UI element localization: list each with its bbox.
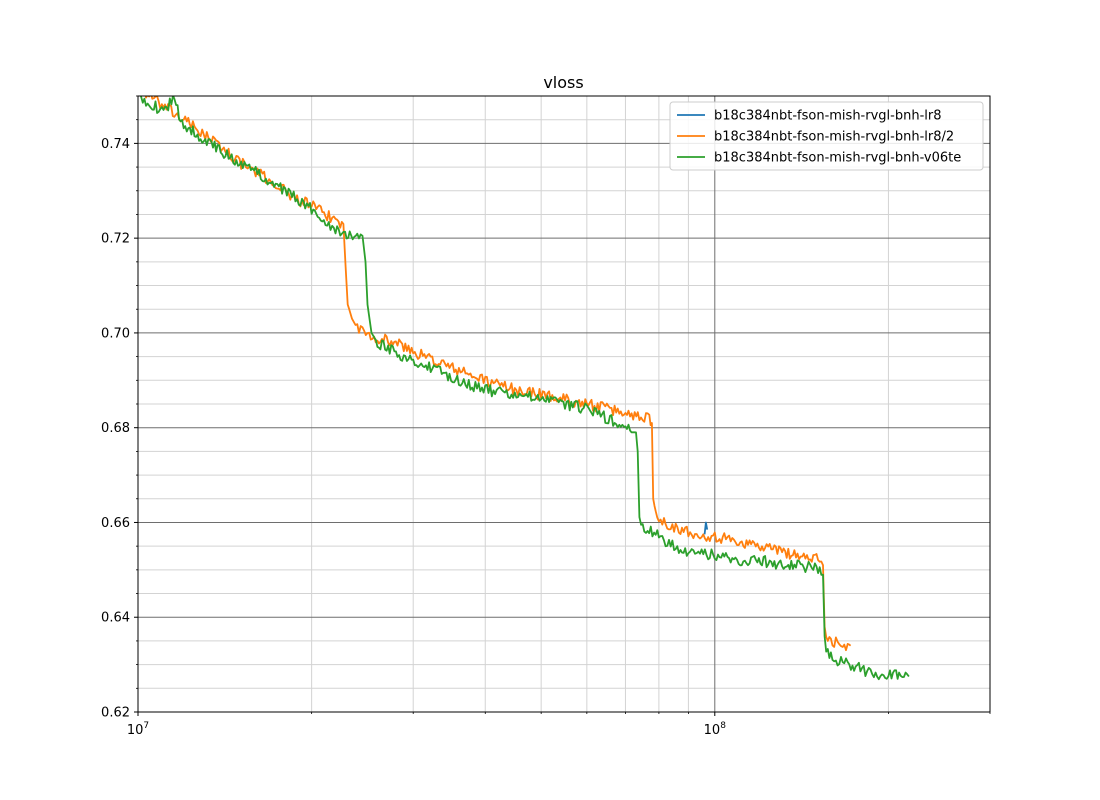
legend-box bbox=[669, 101, 984, 171]
legend-label: b18c384nbt-fson-mish-rvgl-bnh-v06te bbox=[714, 151, 961, 166]
y-tick-label: 0.66 bbox=[101, 516, 130, 531]
minor-gridlines bbox=[138, 95, 991, 712]
y-tick-label: 0.68 bbox=[101, 421, 130, 436]
axis-ticks bbox=[134, 95, 991, 716]
y-tick-label: 0.70 bbox=[101, 326, 130, 341]
x-tick-label: 108 bbox=[704, 721, 727, 738]
x-tick-label: 107 bbox=[127, 721, 149, 738]
series-line-2 bbox=[144, 96, 852, 652]
y-axis-tick-labels: 0.62 0.64 0.66 0.68 0.70 0.72 0.74 bbox=[101, 137, 130, 721]
y-tick-label: 0.72 bbox=[101, 232, 130, 247]
y-tick-label: 0.74 bbox=[101, 137, 130, 152]
x-axis-tick-labels: 107 108 bbox=[127, 721, 726, 738]
legend-label: b18c384nbt-fson-mish-rvgl-bnh-lr8 bbox=[714, 109, 942, 124]
chart-title: vloss bbox=[543, 73, 583, 92]
series-line-3 bbox=[139, 96, 910, 681]
series-line-1 bbox=[703, 521, 709, 535]
y-tick-label: 0.62 bbox=[101, 706, 130, 721]
series-layer bbox=[139, 96, 910, 681]
legend: b18c384nbt-fson-mish-rvgl-bnh-lr8 b18c384… bbox=[669, 101, 984, 171]
y-tick-label: 0.64 bbox=[101, 611, 130, 626]
legend-label: b18c384nbt-fson-mish-rvgl-bnh-lr8/2 bbox=[714, 130, 954, 145]
